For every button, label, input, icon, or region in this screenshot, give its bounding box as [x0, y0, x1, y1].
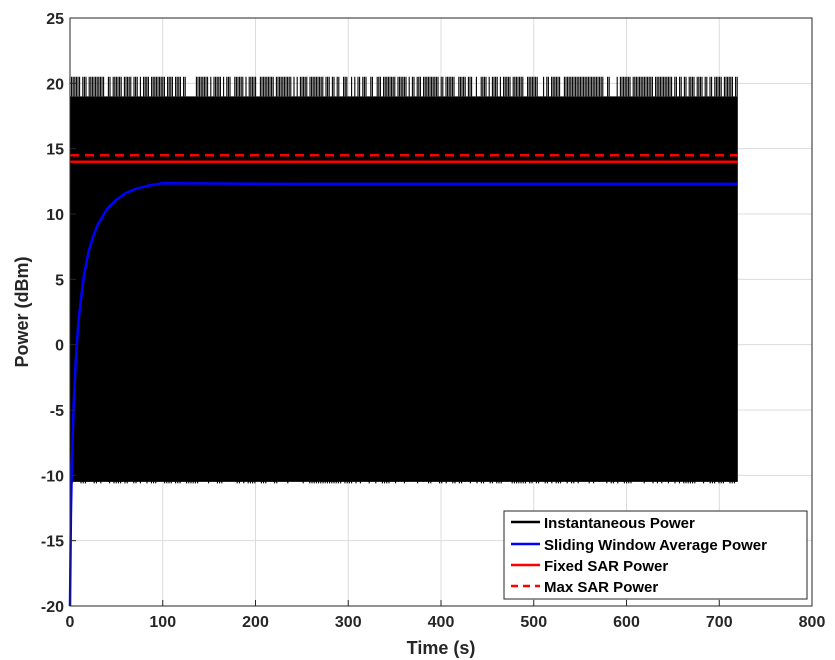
x-tick-label: 700 [706, 614, 733, 631]
x-tick-label: 100 [149, 614, 176, 631]
y-tick-label: -5 [50, 403, 64, 420]
y-tick-label: 15 [46, 142, 64, 159]
x-tick-label: 0 [66, 614, 75, 631]
legend-label-instantaneous: Instantaneous Power [544, 515, 695, 532]
x-tick-label: 600 [613, 614, 640, 631]
x-tick-label: 300 [335, 614, 362, 631]
sliding-window-average-power-line [68, 182, 738, 607]
y-axis-ticks: -20 -15 -10 -5 0 5 10 15 20 25 [41, 11, 76, 616]
series-lines [68, 153, 738, 607]
x-tick-label: 400 [428, 614, 455, 631]
series-instantaneous-power [69, 76, 738, 484]
y-tick-label: 10 [46, 207, 64, 224]
legend: Instantaneous Power Sliding Window Avera… [503, 510, 808, 600]
y-tick-label: 0 [55, 338, 64, 355]
y-tick-label: -10 [41, 468, 64, 485]
y-tick-label: -15 [41, 534, 64, 551]
y-tick-label: 20 [46, 76, 64, 93]
y-tick-label: 25 [46, 11, 64, 28]
legend-label-fixed-sar: Fixed SAR Power [544, 558, 668, 575]
x-axis-ticks: 0 100 200 300 400 500 600 700 800 [66, 600, 826, 631]
legend-box [503, 510, 808, 600]
legend-label-max-sar: Max SAR Power [544, 579, 658, 596]
y-axis-label: Power (dBm) [12, 256, 32, 367]
x-tick-label: 200 [242, 614, 269, 631]
x-tick-label: 800 [799, 614, 826, 631]
x-axis-label: Time (s) [407, 638, 476, 658]
y-tick-label: 5 [55, 272, 64, 289]
legend-label-sliding-window: Sliding Window Average Power [544, 537, 767, 554]
y-tick-label: -20 [41, 599, 64, 616]
x-tick-label: 500 [520, 614, 547, 631]
